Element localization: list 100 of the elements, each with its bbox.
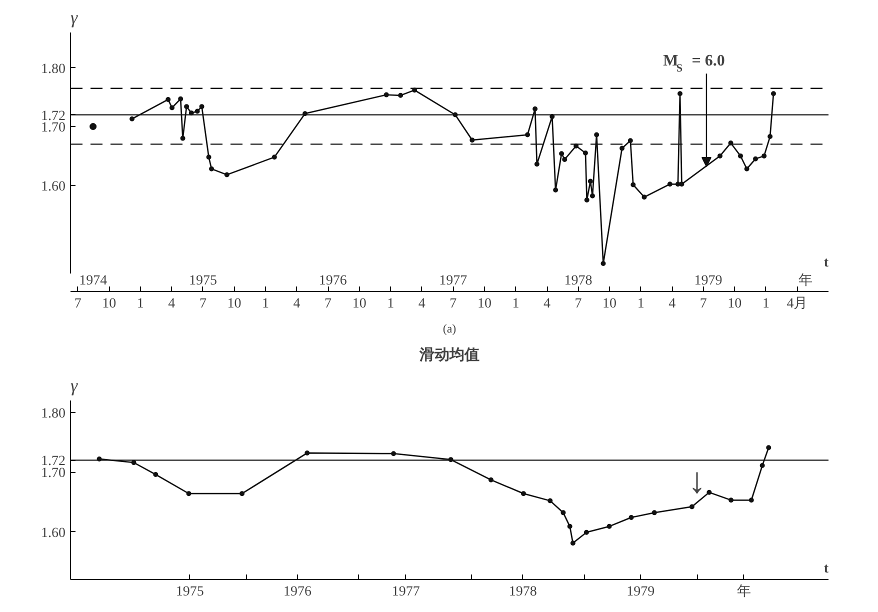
- x2-tick-label: 1978: [564, 274, 592, 288]
- point: [194, 108, 200, 114]
- x-tick-label: 7: [324, 296, 332, 312]
- point: [689, 504, 694, 510]
- point: [620, 146, 625, 151]
- x2-tick-label: 1976: [318, 274, 347, 288]
- point: [548, 498, 553, 504]
- point: [679, 182, 684, 187]
- x2-tick-label: 1974: [79, 274, 108, 288]
- point: [630, 182, 636, 188]
- point: [628, 138, 633, 144]
- point: [600, 261, 606, 266]
- chart-title: 滑动均值: [418, 346, 480, 364]
- x2-tick-label: 年: [798, 272, 812, 288]
- point: [582, 150, 588, 156]
- point: [272, 154, 277, 160]
- point: [166, 97, 171, 102]
- point: [748, 498, 754, 503]
- point: [584, 530, 589, 535]
- point: [770, 91, 776, 96]
- x2-tick-label: 1979: [694, 274, 722, 288]
- y-tick-label: 1.80: [41, 406, 66, 422]
- x-tick-label: 1978: [508, 584, 537, 600]
- x-tick-label: 1: [512, 296, 520, 312]
- y-tick-label: 1.80: [41, 62, 66, 77]
- x-tick-label: 4: [544, 296, 551, 312]
- point: [667, 182, 672, 187]
- point: [153, 472, 158, 477]
- point: [570, 540, 576, 546]
- y-axis-title: γ: [70, 8, 78, 28]
- point: [384, 92, 389, 98]
- point: [398, 92, 404, 98]
- x-tick-label: 4: [418, 296, 426, 312]
- point: [240, 491, 245, 496]
- point: [590, 193, 595, 198]
- x-tick-label: 4月: [786, 296, 808, 312]
- point: [553, 188, 558, 193]
- point: [180, 136, 186, 141]
- x-tick-label: 7: [700, 296, 707, 312]
- point: [186, 491, 192, 496]
- x-tick-label: 1: [387, 296, 394, 312]
- y-tick-label: 1.70: [41, 466, 66, 482]
- point: [534, 162, 540, 167]
- x-tick-label: 1: [637, 296, 644, 312]
- x-tick-label: 10: [477, 296, 492, 312]
- point: [488, 477, 494, 482]
- annotation: ↓: [688, 460, 706, 501]
- x-tick-label: 年: [736, 584, 751, 600]
- point: [717, 153, 722, 158]
- point: [652, 510, 657, 516]
- x-tick-label: 7: [199, 296, 206, 312]
- point: [90, 123, 97, 130]
- x-tick-label: 1977: [392, 584, 420, 600]
- point: [199, 104, 204, 110]
- x-tick-label: 1979: [626, 584, 655, 600]
- point: [677, 91, 682, 96]
- x-tick-label: 7: [450, 296, 457, 312]
- point: [562, 156, 568, 162]
- x-axis-title: t: [824, 256, 829, 270]
- x-tick-label: 10: [352, 296, 366, 312]
- point: [391, 451, 396, 456]
- point: [184, 104, 190, 110]
- point: [567, 524, 572, 529]
- x-tick-label: 1975: [176, 584, 204, 600]
- y-axis-title: γ: [70, 376, 78, 396]
- x-tick-label: 10: [227, 296, 242, 312]
- point: [559, 151, 564, 156]
- point: [606, 524, 612, 529]
- x-tick-label: 4: [293, 296, 300, 312]
- x-tick-label: 7: [74, 296, 82, 312]
- point: [560, 510, 566, 516]
- point: [304, 450, 310, 456]
- point: [744, 166, 750, 172]
- point: [470, 138, 475, 143]
- point: [520, 491, 526, 496]
- point: [760, 463, 765, 468]
- x-tick-label: 10: [728, 296, 742, 312]
- x-tick-label: 4: [168, 296, 176, 312]
- point: [706, 490, 712, 495]
- point: [178, 96, 184, 102]
- point: [728, 498, 734, 503]
- x-axis-title: t: [824, 562, 829, 576]
- x-tick-label: 4: [668, 296, 676, 312]
- point: [209, 166, 214, 172]
- y-tick-label: 1.60: [41, 526, 66, 541]
- x2-tick-label: 1977: [439, 274, 468, 288]
- x-tick-label: 1: [136, 296, 144, 312]
- point: [594, 132, 600, 138]
- point: [738, 153, 743, 158]
- x-tick-label: 10: [102, 296, 116, 312]
- point: [753, 156, 758, 162]
- point: [584, 198, 590, 203]
- point: [766, 445, 772, 450]
- point: [628, 514, 634, 520]
- point: [206, 154, 212, 160]
- point: [768, 134, 773, 140]
- x-tick-label: 1976: [283, 584, 312, 600]
- point: [762, 153, 767, 158]
- point: [532, 106, 538, 112]
- point: [130, 116, 135, 122]
